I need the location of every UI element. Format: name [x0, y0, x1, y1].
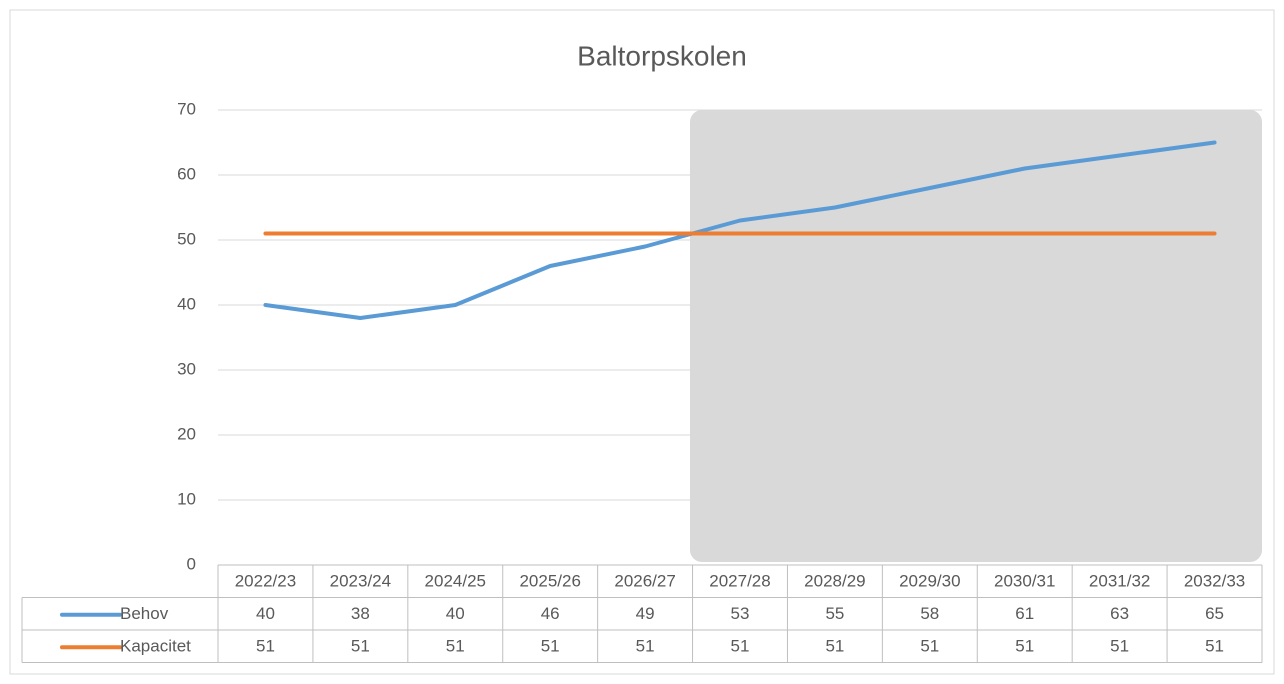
table-value: 38	[351, 604, 370, 623]
table-value: 51	[825, 637, 844, 656]
x-tick-label: 2024/25	[425, 572, 486, 591]
y-tick-label: 10	[177, 489, 196, 508]
x-tick-label: 2025/26	[519, 572, 580, 591]
series-line	[263, 140, 1217, 320]
legend-label: Behov	[120, 604, 169, 623]
table-value: 51	[446, 637, 465, 656]
y-tick-label: 40	[177, 294, 196, 313]
table-value: 51	[1015, 637, 1034, 656]
table-value: 53	[731, 604, 750, 623]
y-tick-label: 50	[177, 229, 196, 248]
table-value: 51	[351, 637, 370, 656]
table-value: 58	[920, 604, 939, 623]
x-tick-label: 2022/23	[235, 572, 296, 591]
y-tick-label: 30	[177, 359, 196, 378]
x-tick-label: 2026/27	[614, 572, 675, 591]
x-tick-label: 2032/33	[1184, 572, 1245, 591]
table-value: 46	[541, 604, 560, 623]
table-value: 61	[1015, 604, 1034, 623]
table-value: 63	[1110, 604, 1129, 623]
table-value: 49	[636, 604, 655, 623]
chart-title: Baltorpskolen	[577, 40, 747, 71]
x-tick-label: 2027/28	[709, 572, 770, 591]
x-tick-label: 2023/24	[330, 572, 391, 591]
table-value: 40	[446, 604, 465, 623]
table-value: 51	[1110, 637, 1129, 656]
x-tick-label: 2028/29	[804, 572, 865, 591]
legend-label: Kapacitet	[120, 637, 191, 656]
table-value: 51	[541, 637, 560, 656]
x-tick-label: 2031/32	[1089, 572, 1150, 591]
table-value: 55	[825, 604, 844, 623]
table-value: 51	[920, 637, 939, 656]
y-tick-label: 60	[177, 164, 196, 183]
forecast-shade	[690, 110, 1262, 562]
x-tick-label: 2030/31	[994, 572, 1055, 591]
table-value: 40	[256, 604, 275, 623]
table-value: 51	[731, 637, 750, 656]
x-tick-label: 2029/30	[899, 572, 960, 591]
table-value: 51	[1205, 637, 1224, 656]
table-value: 65	[1205, 604, 1224, 623]
y-tick-label: 20	[177, 424, 196, 443]
y-tick-label: 0	[187, 554, 196, 573]
y-tick-label: 70	[177, 99, 196, 118]
table-value: 51	[636, 637, 655, 656]
table-value: 51	[256, 637, 275, 656]
